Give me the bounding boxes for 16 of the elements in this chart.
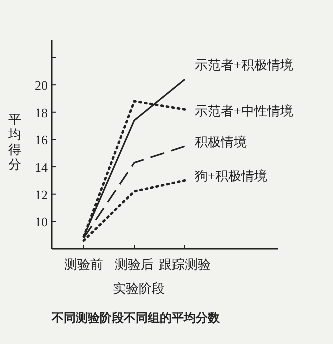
- y-tick-label: 20: [35, 78, 48, 94]
- text: 不同测验阶段不同组的平均分数: [51, 311, 221, 325]
- y-axis-title: 平均得分: [8, 112, 22, 172]
- y-tick-label: 12: [35, 187, 48, 202]
- series-label: 狗+积极情境: [195, 168, 268, 184]
- x-axis-title: 实验阶段: [113, 281, 165, 296]
- x-tick-label: 跟踪测验: [159, 257, 211, 272]
- y-tick-label: 16: [35, 132, 48, 148]
- y-tick-label: 14: [35, 160, 48, 176]
- series-label: 示范者+中性情境: [195, 104, 294, 119]
- x-tick-label: 测验后: [115, 257, 154, 272]
- y-tick-label: 10: [35, 214, 48, 230]
- series-label: 示范者+积极情境: [195, 58, 294, 73]
- x-tick-label: 测验前: [64, 257, 104, 272]
- y-tick-label: 18: [35, 105, 48, 120]
- series-label: 积极情境: [195, 134, 247, 150]
